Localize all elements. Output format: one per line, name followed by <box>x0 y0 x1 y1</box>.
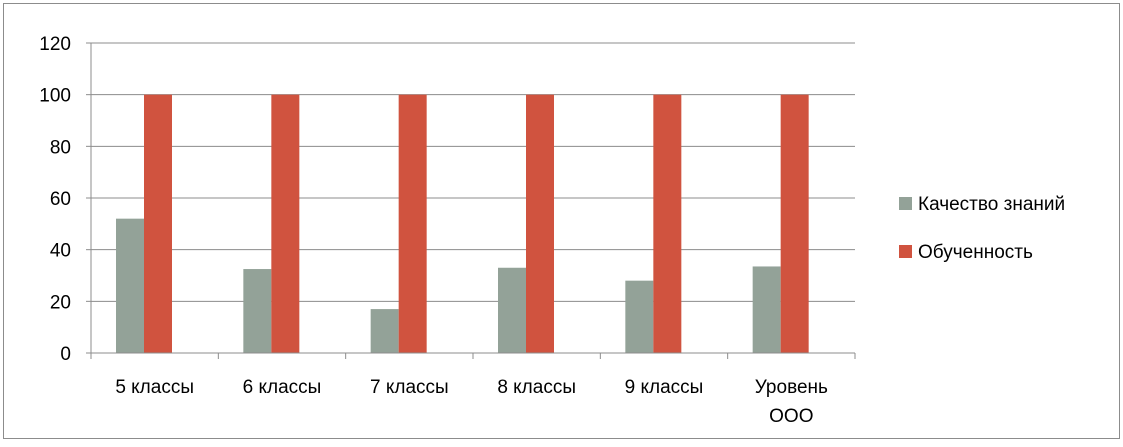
y-tick-label: 100 <box>39 86 71 107</box>
y-tick-label: 60 <box>50 189 71 210</box>
y-tick-labels: 0 20 40 60 80 100 120 <box>39 34 71 365</box>
legend: Качество знаний Обученность <box>899 194 1065 263</box>
bar-kachestvo-2 <box>243 269 272 353</box>
x-category-label: 6 классы <box>243 377 322 398</box>
bar-kachestvo-6 <box>752 266 781 353</box>
legend-swatch <box>899 197 912 210</box>
legend-swatch <box>899 245 912 258</box>
gridlines <box>91 42 855 302</box>
x-category-label: 5 классы <box>115 377 194 398</box>
bar-obuchennost-2 <box>271 94 300 354</box>
legend-label: Качество знаний <box>918 194 1065 215</box>
bar-obuchennost-4 <box>526 94 554 354</box>
axes <box>86 42 856 359</box>
bar-obuchennost-3 <box>398 94 427 354</box>
x-category-label: 7 классы <box>370 377 449 398</box>
bar-obuchennost-5 <box>653 94 682 354</box>
y-tick-label: 20 <box>50 292 71 313</box>
y-tick-label: 0 <box>60 344 71 365</box>
bars <box>116 94 809 354</box>
chart-frame: 0 20 40 60 80 100 120 5 классы 6 классы 7 классы… <box>3 3 1120 439</box>
x-category-label: ООО <box>769 406 813 427</box>
legend-label: Обученность <box>918 242 1033 263</box>
x-category-label: 9 классы <box>625 377 704 398</box>
bar-chart: 0 20 40 60 80 100 120 5 классы 6 классы 7 классы… <box>39 34 1065 427</box>
y-tick-label: 80 <box>50 137 71 158</box>
bar-obuchennost-1 <box>144 94 172 354</box>
bar-obuchennost-6 <box>780 94 809 354</box>
x-category-label: Уровень <box>755 377 828 398</box>
bar-kachestvo-4 <box>498 267 526 353</box>
x-tick-labels: 5 классы 6 классы 7 классы 8 классы 9 классы… <box>115 377 828 427</box>
y-tick-label: 120 <box>39 34 71 55</box>
bar-kachestvo-3 <box>370 309 399 353</box>
bar-kachestvo-1 <box>116 218 144 353</box>
y-tick-label: 40 <box>50 241 71 262</box>
x-category-label: 8 классы <box>497 377 576 398</box>
bar-kachestvo-5 <box>625 280 654 353</box>
